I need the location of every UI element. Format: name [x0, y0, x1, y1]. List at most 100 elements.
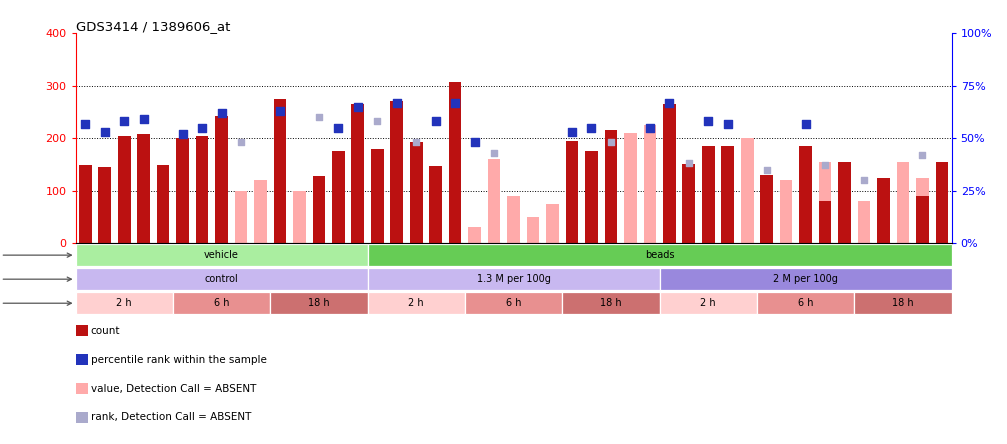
Text: agent: agent — [0, 250, 71, 260]
Bar — [215, 115, 228, 243]
Bar — [410, 142, 423, 243]
Bar — [660, 293, 757, 314]
Bar — [800, 146, 812, 243]
Point — [447, 99, 463, 106]
Point — [564, 128, 580, 135]
Bar — [877, 178, 890, 243]
Text: 6 h: 6 h — [506, 298, 522, 308]
Point — [389, 99, 405, 106]
Point — [428, 118, 444, 125]
Bar — [916, 196, 928, 243]
Point — [311, 114, 327, 121]
Bar — [760, 175, 773, 243]
Text: 18 h: 18 h — [600, 298, 621, 308]
Point — [78, 120, 94, 127]
Text: 2 h: 2 h — [701, 298, 716, 308]
Point — [720, 120, 736, 127]
Bar — [854, 293, 952, 314]
Point — [174, 131, 190, 138]
Bar — [351, 104, 365, 243]
Bar — [429, 166, 442, 243]
Text: 6 h: 6 h — [798, 298, 814, 308]
Bar — [468, 227, 481, 243]
Bar — [118, 135, 131, 243]
Point — [856, 177, 872, 184]
Bar — [741, 138, 753, 243]
Bar — [76, 268, 368, 290]
Point — [681, 160, 697, 167]
Bar — [176, 138, 189, 243]
Text: count: count — [91, 326, 120, 336]
Bar — [137, 134, 150, 243]
Point — [233, 139, 249, 146]
Point — [136, 116, 152, 123]
Point — [486, 149, 502, 156]
Point — [583, 124, 599, 131]
Bar — [585, 151, 598, 243]
Bar — [332, 151, 344, 243]
Bar — [465, 293, 562, 314]
Point — [914, 151, 930, 159]
Text: percentile rank within the sample: percentile rank within the sample — [91, 355, 267, 365]
Bar — [936, 162, 949, 243]
Bar — [858, 201, 870, 243]
Bar — [896, 162, 909, 243]
Bar — [838, 162, 851, 243]
Bar — [566, 141, 578, 243]
Point — [330, 124, 346, 131]
Text: 2 h: 2 h — [409, 298, 424, 308]
Text: 1.3 M per 100g: 1.3 M per 100g — [476, 274, 551, 284]
Bar — [274, 99, 286, 243]
Bar — [819, 201, 832, 243]
Point — [662, 99, 678, 106]
Bar — [624, 133, 636, 243]
Bar — [157, 166, 169, 243]
Bar — [173, 293, 270, 314]
Text: 18 h: 18 h — [308, 298, 329, 308]
Point — [349, 103, 366, 110]
Bar — [546, 204, 559, 243]
Text: control: control — [204, 274, 239, 284]
Bar — [254, 180, 267, 243]
Text: dose: dose — [0, 274, 71, 284]
Point — [408, 139, 424, 146]
Bar — [508, 196, 520, 243]
Point — [213, 110, 230, 117]
Bar — [368, 293, 465, 314]
Bar — [721, 146, 734, 243]
Point — [758, 166, 774, 173]
Point — [194, 124, 210, 131]
Bar — [449, 82, 461, 243]
Text: 6 h: 6 h — [213, 298, 230, 308]
Bar — [368, 268, 660, 290]
Bar — [487, 159, 500, 243]
Bar — [99, 167, 111, 243]
Text: 2 h: 2 h — [117, 298, 132, 308]
Bar — [235, 190, 248, 243]
Bar — [643, 125, 657, 243]
Point — [641, 124, 658, 131]
Point — [603, 139, 619, 146]
Bar — [604, 131, 617, 243]
Text: beads: beads — [644, 250, 675, 260]
Point — [370, 118, 386, 125]
Text: 2 M per 100g: 2 M per 100g — [773, 274, 838, 284]
Text: vehicle: vehicle — [204, 250, 239, 260]
Point — [97, 128, 113, 135]
Point — [116, 118, 132, 125]
Point — [272, 107, 288, 115]
Bar — [371, 149, 384, 243]
Bar — [757, 293, 854, 314]
Bar — [562, 293, 660, 314]
Bar — [527, 217, 540, 243]
Bar — [660, 268, 952, 290]
Bar — [195, 135, 208, 243]
Point — [798, 120, 814, 127]
Point — [466, 139, 482, 146]
Bar — [916, 178, 928, 243]
Bar — [663, 104, 676, 243]
Bar — [779, 180, 793, 243]
Text: rank, Detection Call = ABSENT: rank, Detection Call = ABSENT — [91, 412, 251, 422]
Bar — [391, 102, 403, 243]
Text: time: time — [0, 298, 71, 308]
